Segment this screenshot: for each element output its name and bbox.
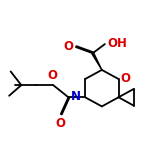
Text: OH: OH [107, 37, 127, 50]
Text: O: O [64, 40, 74, 53]
Text: O: O [120, 72, 130, 85]
Polygon shape [92, 53, 102, 70]
Text: O: O [47, 69, 57, 82]
Text: N: N [71, 90, 81, 103]
Text: O: O [56, 117, 66, 130]
